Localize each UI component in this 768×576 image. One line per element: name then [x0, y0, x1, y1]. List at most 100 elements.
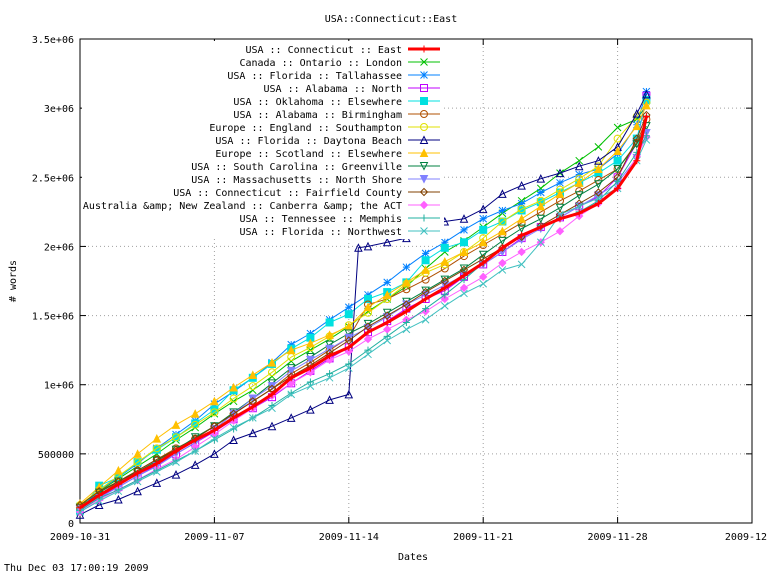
data-point [632, 140, 642, 149]
data-point [248, 382, 257, 391]
data-point [344, 329, 354, 339]
data-point [460, 271, 468, 279]
data-point [614, 177, 622, 185]
data-point [364, 294, 372, 303]
data-point [229, 423, 238, 432]
data-point [536, 174, 546, 183]
data-point [287, 340, 296, 349]
data-point [479, 259, 487, 267]
data-point [172, 433, 180, 442]
x-tick-label: 2009-11-28 [587, 532, 647, 543]
data-point [614, 184, 622, 192]
data-point [325, 330, 334, 339]
data-point [76, 504, 84, 512]
data-point [133, 477, 142, 486]
data-point [498, 244, 506, 252]
data-point [459, 247, 469, 256]
legend-label: USA :: Connecticut :: Fairfield County [173, 188, 402, 199]
data-point [498, 236, 507, 246]
data-point [536, 238, 545, 247]
data-point [441, 291, 449, 299]
data-point [420, 58, 428, 66]
data-point [575, 187, 584, 196]
legend-entry: Europe :: England :: Southampton [209, 123, 440, 134]
data-point [191, 420, 200, 429]
series-8 [75, 100, 651, 508]
data-point [210, 408, 219, 417]
data-point [114, 487, 123, 496]
data-point [633, 157, 641, 165]
legend-label: Europe :: England :: Southampton [209, 123, 402, 134]
legend-entry: USA :: South Carolina :: Greenville [191, 162, 440, 173]
data-point [210, 449, 219, 458]
data-point [575, 156, 584, 165]
data-point [95, 491, 103, 499]
data-point [306, 378, 314, 386]
data-point [229, 435, 238, 445]
data-point [575, 202, 584, 211]
data-point [498, 189, 507, 198]
data-point [574, 161, 584, 171]
data-point [517, 247, 526, 257]
data-point [171, 420, 181, 429]
data-point [422, 295, 430, 303]
data-point [441, 284, 449, 292]
data-point [230, 414, 238, 422]
data-point [402, 325, 411, 334]
data-point [574, 191, 584, 200]
legend-entry: Europe :: Scotland :: Elsewhere [215, 148, 440, 160]
data-point [594, 176, 603, 185]
data-point [286, 366, 296, 376]
data-point [306, 329, 315, 338]
x-axis-label: Dates [398, 552, 428, 563]
data-point [478, 204, 488, 214]
x-tick-label: 2009-12-0 [725, 532, 768, 543]
data-point [171, 469, 181, 479]
legend-entry: Canada :: Ontario :: London [239, 58, 440, 69]
plot-area [79, 38, 753, 524]
data-point [479, 225, 488, 234]
data-point [152, 434, 162, 443]
y-tick-label: 3.5e+06 [32, 35, 74, 46]
data-point [268, 404, 276, 413]
data-point [382, 237, 392, 247]
data-point [326, 352, 334, 360]
data-point [191, 436, 199, 444]
data-point [420, 123, 428, 131]
data-point [229, 397, 238, 406]
legend-entry: USA :: Tennessee :: Memphis [239, 214, 440, 225]
y-tick-label: 2.5e+06 [32, 173, 74, 184]
data-point [267, 382, 277, 391]
data-point [383, 332, 391, 340]
data-point [402, 307, 410, 315]
data-point [536, 214, 546, 224]
data-point [517, 180, 526, 190]
data-point [344, 303, 353, 312]
data-point [75, 510, 85, 519]
data-point [613, 164, 622, 174]
data-point [440, 257, 450, 266]
data-point [306, 355, 315, 365]
data-point [306, 382, 315, 390]
data-point [248, 414, 257, 422]
x-tick-label: 2009-11-07 [184, 532, 244, 543]
data-point [440, 294, 450, 304]
data-point [498, 226, 507, 236]
legend-entry: USA :: Alabama :: North [264, 84, 440, 95]
y-tick-label: 0 [68, 519, 74, 530]
legend-background [82, 41, 444, 239]
data-point [382, 290, 392, 299]
data-point [420, 71, 428, 79]
y-tick-label: 2e+06 [44, 242, 74, 253]
legend-label: USA :: Tennessee :: Memphis [239, 214, 402, 225]
chart-title: USA::Connecticut::East [325, 14, 457, 25]
data-point [575, 170, 584, 179]
data-point [344, 310, 353, 319]
data-point [364, 346, 372, 354]
data-point [460, 225, 468, 234]
data-point [421, 265, 430, 274]
data-point [420, 97, 428, 105]
data-point [594, 164, 603, 173]
data-point [594, 156, 603, 165]
